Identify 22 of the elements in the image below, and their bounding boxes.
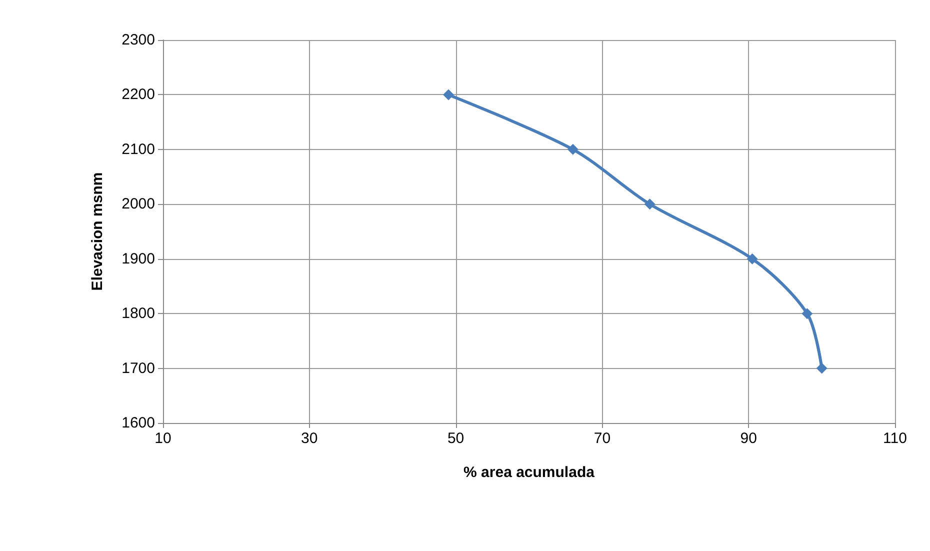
y-tick-label: 2200 bbox=[122, 86, 155, 104]
x-axis-title: % area acumulada bbox=[464, 464, 596, 481]
x-tick-label: 70 bbox=[594, 430, 611, 447]
y-axis-title: Elevacion msnm bbox=[89, 172, 106, 291]
x-tick-label: 110 bbox=[883, 430, 907, 447]
y-tick-label: 1700 bbox=[122, 360, 155, 377]
point bbox=[442, 89, 454, 100]
x-tick-label: 10 bbox=[154, 430, 172, 447]
y-tick-label: 2300 bbox=[122, 32, 155, 48]
point bbox=[802, 308, 813, 320]
point bbox=[746, 253, 758, 264]
x-tick-label: 90 bbox=[740, 430, 757, 447]
y-tick-label: 1800 bbox=[122, 305, 155, 322]
x-tick-label: 50 bbox=[447, 430, 464, 447]
point bbox=[644, 198, 656, 210]
point bbox=[567, 144, 578, 155]
y-tick-label: 2100 bbox=[122, 140, 155, 158]
y-tick-label: 1600 bbox=[122, 414, 155, 432]
y-tick-label: 1900 bbox=[122, 250, 155, 268]
x-tick-label: 30 bbox=[301, 430, 318, 447]
y-tick-label: 2000 bbox=[122, 196, 155, 213]
point bbox=[816, 362, 828, 374]
